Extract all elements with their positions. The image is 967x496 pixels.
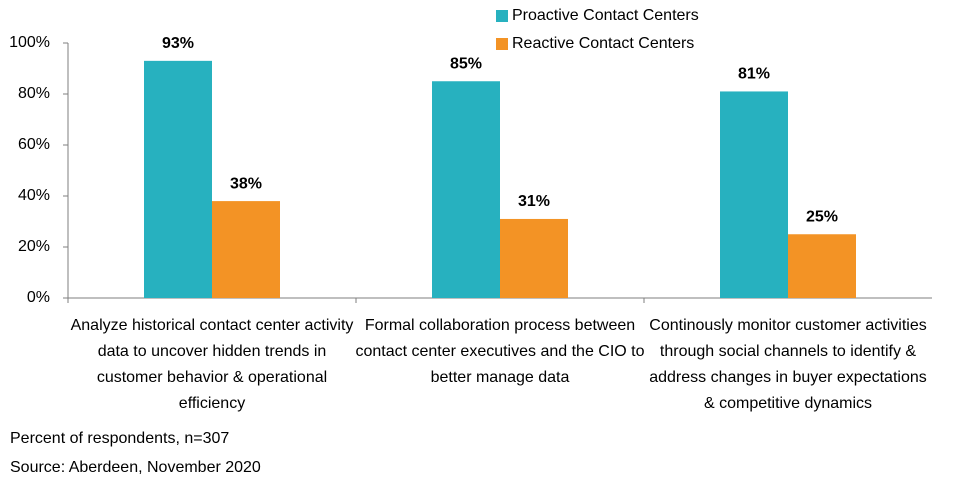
x-tick-label: Formal collaboration process between con…: [355, 317, 645, 386]
x-tick-label: Continously monitor customer activities …: [649, 317, 927, 412]
y-tick-label: 60%: [18, 136, 50, 153]
y-tick-label: 0%: [27, 289, 50, 306]
value-label: 81%: [738, 66, 770, 83]
y-tick-label: 80%: [18, 85, 50, 102]
note: Percent of respondents, n=307: [10, 430, 230, 447]
legend-label: Reactive Contact Centers: [512, 35, 694, 52]
bar: [720, 91, 788, 298]
legend-label: Proactive Contact Centers: [512, 7, 699, 24]
y-tick-label: 20%: [18, 238, 50, 255]
value-label: 93%: [162, 35, 194, 52]
bar: [144, 60, 212, 298]
bar: [432, 81, 500, 298]
bar: [500, 218, 568, 298]
value-label: 85%: [450, 55, 482, 72]
legend-swatch: [496, 38, 508, 50]
value-label: 31%: [518, 193, 550, 210]
bar: [788, 234, 856, 298]
value-label: 25%: [806, 208, 838, 225]
legend-swatch: [496, 10, 508, 22]
y-tick-label: 40%: [18, 187, 50, 204]
y-tick-label: 100%: [9, 34, 50, 51]
source: Source: Aberdeen, November 2020: [10, 459, 261, 476]
bar: [212, 201, 280, 298]
value-label: 38%: [230, 175, 262, 192]
x-tick-label: Analyze historical contact center activi…: [70, 317, 354, 412]
